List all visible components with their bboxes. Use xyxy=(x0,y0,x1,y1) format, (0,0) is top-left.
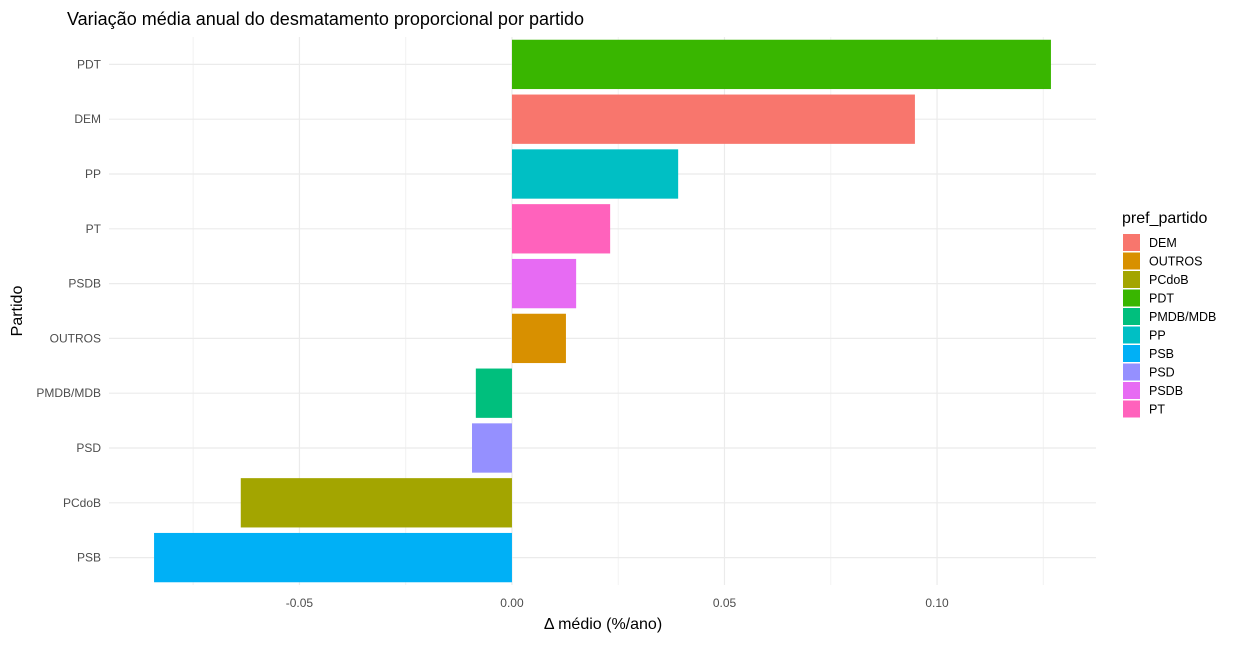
y-tick-label: PT xyxy=(86,222,102,236)
y-tick-labels: PDT DEM PP PT PSDB OUTROS PMDB/MDB PSD PCdoB PSB xyxy=(36,57,101,564)
bar-psb xyxy=(154,532,512,583)
legend-swatch xyxy=(1123,382,1140,399)
bar-pcdob xyxy=(240,478,512,528)
legend-swatch xyxy=(1123,345,1140,362)
legend-label: OUTROS xyxy=(1149,255,1202,269)
bar-pt xyxy=(511,204,611,254)
legend-swatch xyxy=(1123,271,1140,288)
bar-pmdb-mdb xyxy=(475,368,512,418)
y-tick-label: PMDB/MDB xyxy=(36,386,101,400)
legend-label: PSD xyxy=(1149,366,1175,380)
y-tick-label: PSB xyxy=(77,551,101,565)
legend-label: PCdoB xyxy=(1149,273,1189,287)
legend-label: PMDB/MDB xyxy=(1149,310,1216,324)
y-tick-label: PDT xyxy=(77,57,102,71)
legend-swatch xyxy=(1123,363,1140,381)
x-tick-label: -0.05 xyxy=(286,596,314,610)
x-tick-label: 0.00 xyxy=(500,596,524,610)
legend-label: PDT xyxy=(1149,292,1174,306)
bar-pp xyxy=(511,149,679,199)
legend-swatch xyxy=(1123,326,1140,344)
legend-label: PSDB xyxy=(1149,384,1183,398)
legend-swatch xyxy=(1123,400,1140,418)
x-axis-label: Δ médio (%/ano) xyxy=(544,616,662,633)
bar-dem xyxy=(511,94,915,144)
y-tick-label: PP xyxy=(85,167,101,181)
legend-label: PSB xyxy=(1149,347,1174,361)
y-tick-label: OUTROS xyxy=(50,331,101,345)
bar-outros xyxy=(511,313,566,364)
chart-title: Variação média anual do desmatamento pro… xyxy=(67,9,584,29)
bar-pdt xyxy=(511,39,1051,90)
y-tick-label: PSD xyxy=(76,441,101,455)
bar-psdb xyxy=(511,258,577,309)
legend-label: DEM xyxy=(1149,236,1177,250)
y-axis-label: Partido xyxy=(9,286,26,337)
legend-swatch xyxy=(1123,308,1140,325)
legend-label: PT xyxy=(1149,403,1165,417)
legend-label: PP xyxy=(1149,329,1166,343)
y-tick-label: PSDB xyxy=(68,277,101,291)
legend-swatch xyxy=(1123,234,1140,251)
x-tick-label: 0.05 xyxy=(713,596,737,610)
legend-swatch xyxy=(1123,289,1140,307)
legend: pref_partido DEM OUTROS PCdoB PDT PMDB/MDB PP… xyxy=(1122,210,1216,418)
x-tick-label: 0.10 xyxy=(925,596,949,610)
bars xyxy=(154,39,1051,583)
x-tick-labels: -0.05 0.00 0.05 0.10 xyxy=(286,596,949,610)
legend-swatch xyxy=(1123,252,1140,270)
legend-title: pref_partido xyxy=(1122,210,1207,227)
y-tick-label: PCdoB xyxy=(63,496,101,510)
y-tick-label: DEM xyxy=(74,112,101,126)
bar-psd xyxy=(472,423,512,473)
